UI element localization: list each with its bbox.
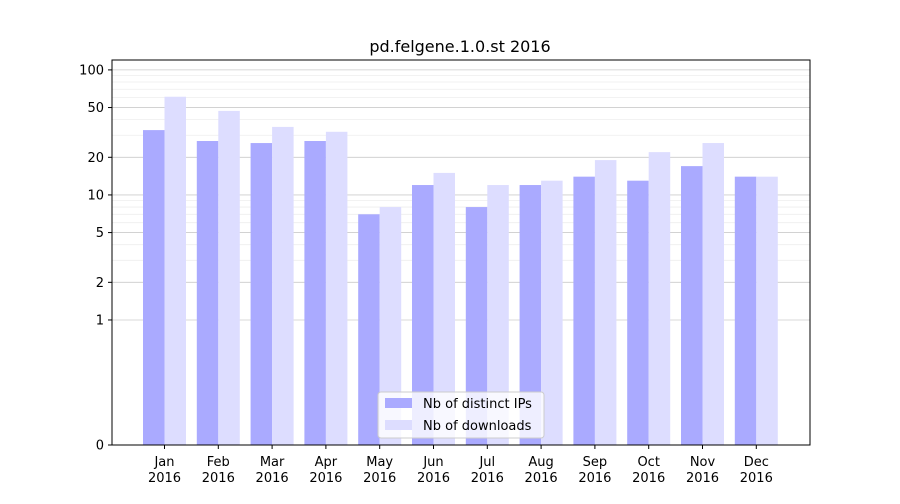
bar-downloads xyxy=(487,185,509,445)
x-tick-label-year: 2016 xyxy=(309,471,342,486)
x-tick-label-year: 2016 xyxy=(417,471,450,486)
legend-box xyxy=(377,391,545,439)
bar-distinct-ips xyxy=(358,214,380,445)
bar-downloads xyxy=(218,110,240,445)
x-tick-label-year: 2016 xyxy=(740,471,773,486)
x-tick-label-month: Oct xyxy=(637,455,659,470)
y-tick-label: 0 xyxy=(96,439,104,454)
bar-distinct-ips xyxy=(573,176,595,445)
bar-distinct-ips xyxy=(681,166,703,445)
y-tick-label: 20 xyxy=(87,151,104,166)
x-tick-label-month: Feb xyxy=(207,455,230,470)
bar-downloads xyxy=(541,180,563,445)
x-tick-label-month: Jan xyxy=(153,455,174,470)
y-tick-label: 2 xyxy=(96,276,104,291)
bars xyxy=(143,96,778,446)
bar-distinct-ips xyxy=(412,185,434,445)
bar-downloads xyxy=(648,152,671,445)
bar-distinct-ips xyxy=(196,140,219,445)
legend: Nb of distinct IPs Nb of downloads xyxy=(377,391,545,439)
x-tick-label-year: 2016 xyxy=(525,471,558,486)
x-tick-label-month: Nov xyxy=(690,455,716,470)
x-tick-label-month: Jul xyxy=(478,455,495,470)
y-tick-label: 5 xyxy=(96,226,104,241)
y-axis: 0 1 2 5 10 20 50 100 xyxy=(79,63,112,454)
x-tick-label-year: 2016 xyxy=(578,471,611,486)
bar-downloads xyxy=(272,126,294,446)
x-tick-label-month: Apr xyxy=(315,455,338,470)
bar-distinct-ips xyxy=(250,143,273,445)
bar-downloads xyxy=(756,176,778,445)
bar-distinct-ips xyxy=(304,140,326,445)
x-tick-label-month: Dec xyxy=(744,455,769,470)
bar-distinct-ips xyxy=(627,180,649,445)
x-tick-label-month: Mar xyxy=(260,455,285,470)
chart-title: pd.felgene.1.0.st 2016 xyxy=(369,37,550,56)
bar-downloads xyxy=(379,207,402,445)
x-tick-label-year: 2016 xyxy=(148,471,181,486)
x-tick-label-year: 2016 xyxy=(632,471,665,486)
bar-downloads xyxy=(433,172,455,445)
bar-distinct-ips xyxy=(734,176,757,445)
bar-distinct-ips xyxy=(519,185,542,445)
x-tick-label-month: Aug xyxy=(528,455,553,470)
x-tick-label-year: 2016 xyxy=(686,471,719,486)
plot-frame xyxy=(111,59,811,446)
x-tick-label-month: Jun xyxy=(422,455,443,470)
legend-label-downloads: Nb of downloads xyxy=(423,419,532,434)
x-tick-label-month: May xyxy=(366,455,393,470)
bar-downloads xyxy=(594,160,617,445)
y-tick-label: 50 xyxy=(87,101,104,116)
bar-downloads xyxy=(702,143,724,445)
x-tick-label-year: 2016 xyxy=(256,471,289,486)
x-tick-label-month: Sep xyxy=(583,455,608,470)
y-tick-label: 100 xyxy=(79,63,104,78)
x-tick-label-year: 2016 xyxy=(471,471,504,486)
x-axis: Jan2016Feb2016Mar2016Apr2016May2016Jun20… xyxy=(148,445,773,486)
bar-distinct-ips xyxy=(465,207,488,445)
bar-distinct-ips xyxy=(143,130,165,445)
legend-swatch-ips xyxy=(385,398,412,408)
x-tick-label-year: 2016 xyxy=(363,471,396,486)
x-tick-label-year: 2016 xyxy=(202,471,235,486)
legend-label-ips: Nb of distinct IPs xyxy=(423,397,532,412)
bar-downloads xyxy=(325,131,348,445)
y-tick-label: 1 xyxy=(96,313,104,328)
legend-swatch-downloads xyxy=(385,420,412,430)
y-tick-label: 10 xyxy=(87,188,104,203)
bar-downloads xyxy=(164,96,186,445)
